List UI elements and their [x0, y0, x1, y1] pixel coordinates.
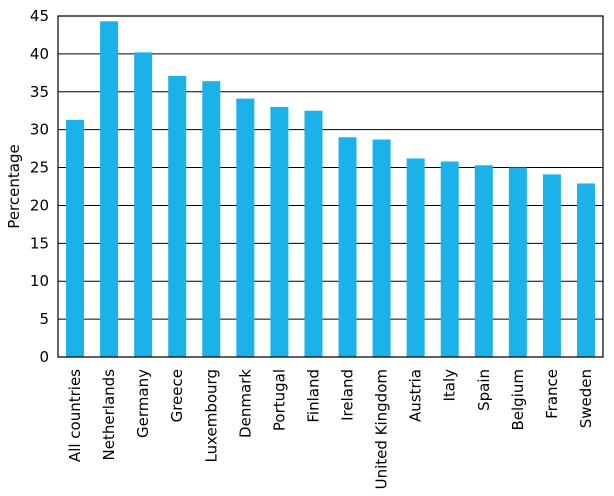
x-category-label: Austria — [407, 369, 425, 422]
x-category-label: United Kingdom — [373, 369, 391, 489]
x-category-label: Spain — [475, 369, 493, 411]
x-category-label: Luxembourg — [202, 369, 220, 463]
bar-ireland — [338, 137, 357, 357]
plot-frame — [57, 15, 604, 358]
x-category-label: Ireland — [339, 369, 357, 421]
y-tick-label: 20 — [30, 196, 49, 214]
y-tick-label: 25 — [30, 159, 49, 177]
bar-germany — [134, 52, 153, 358]
y-tick-label: 35 — [30, 83, 49, 101]
y-axis-title: Percentage — [5, 144, 23, 228]
y-tick-labels: 0 5 10 15 20 25 30 35 40 45 — [30, 7, 49, 366]
x-category-label: Greece — [168, 369, 186, 422]
bar-austria — [406, 158, 425, 357]
y-tick-label: 15 — [30, 234, 49, 252]
bar-united-kingdom — [372, 139, 391, 357]
y-tick-label: 40 — [30, 45, 49, 63]
bar-spain — [474, 165, 493, 357]
bar-italy — [440, 161, 459, 357]
x-category-label: Belgium — [509, 369, 527, 431]
bar-luxembourg — [202, 81, 221, 358]
bar-denmark — [236, 98, 255, 357]
bar-belgium — [508, 167, 527, 357]
y-tick-label: 10 — [30, 272, 49, 290]
y-tick-label: 30 — [30, 121, 49, 139]
x-category-label: All countries — [66, 369, 84, 462]
bar-greece — [168, 75, 187, 357]
bar-all-countries — [66, 119, 85, 357]
x-category-label: Finland — [304, 369, 322, 423]
bar-france — [542, 174, 561, 357]
x-category-label: France — [543, 369, 561, 419]
y-tick-label: 5 — [39, 310, 49, 328]
x-category-label: Portugal — [270, 369, 288, 431]
bar-portugal — [270, 106, 289, 357]
x-category-label: Italy — [441, 369, 459, 402]
x-category-label: Denmark — [236, 369, 254, 438]
y-tick-label: 0 — [39, 348, 49, 366]
bar-sweden — [576, 183, 595, 357]
x-category-label: Netherlands — [100, 369, 118, 461]
x-category-label: Germany — [134, 369, 152, 438]
x-category-label: Sweden — [577, 369, 595, 428]
bars — [66, 21, 595, 358]
x-category-labels: All countries Netherlands Germany Greece Lux… — [66, 369, 595, 490]
bar-finland — [304, 110, 323, 357]
bar-netherlands — [100, 21, 119, 358]
y-tick-label: 45 — [30, 7, 49, 25]
